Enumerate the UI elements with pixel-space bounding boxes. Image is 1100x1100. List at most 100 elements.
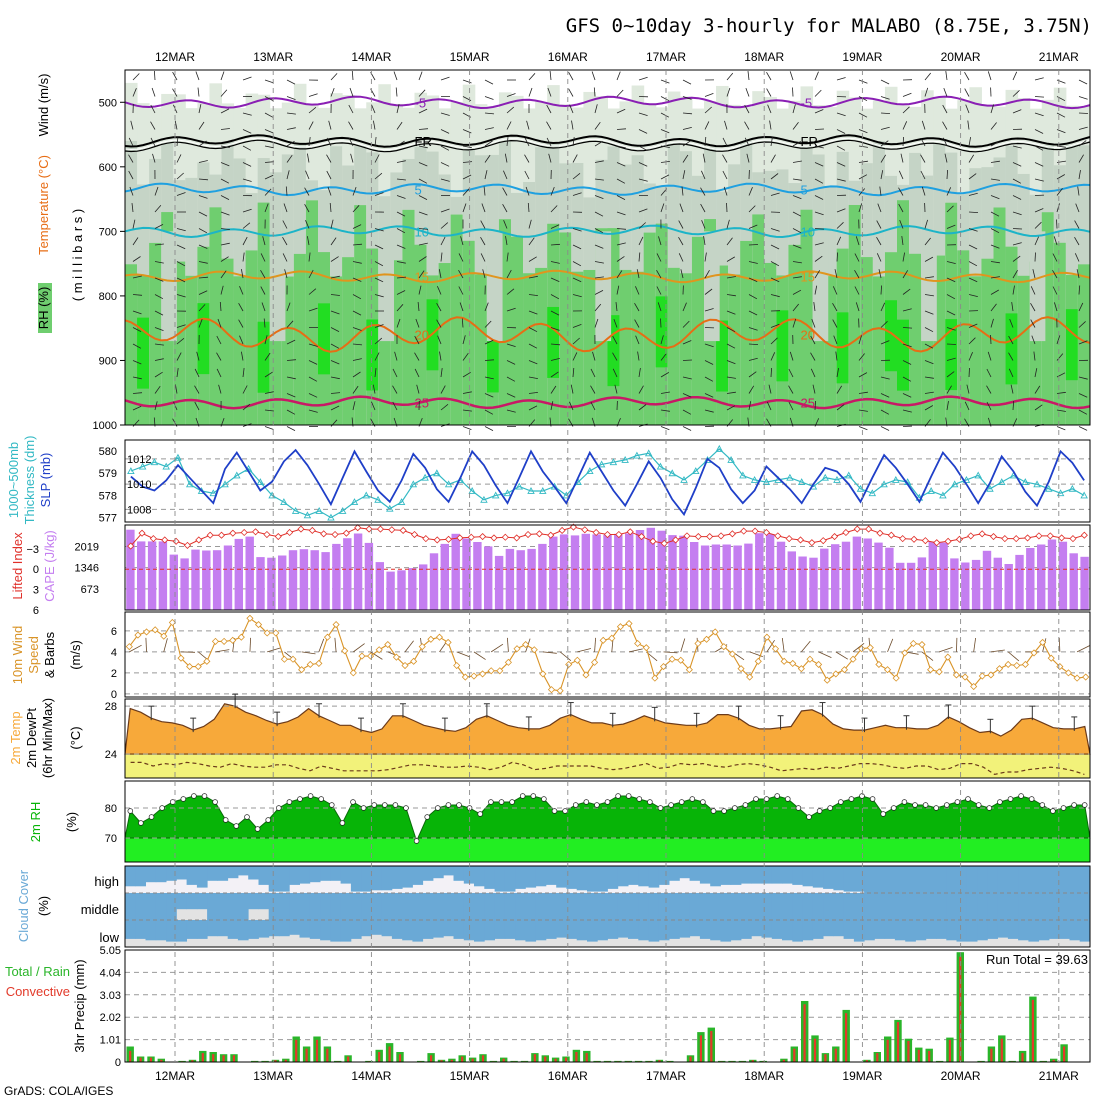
wind-barb [924, 237, 931, 246]
cloud-cell [535, 920, 547, 941]
date-label-bottom: 20MAR [941, 1069, 981, 1083]
rh-green-cell [559, 232, 572, 425]
wind-barb [396, 104, 400, 114]
cloud-cell [381, 920, 393, 937]
wind-barb [506, 269, 512, 279]
rh-bright-cell [776, 310, 789, 382]
rh-green-cell [643, 232, 657, 425]
cloud-cell [361, 893, 372, 920]
wind-barb [902, 270, 909, 279]
rh2m-point [307, 793, 314, 799]
cloud-cell [874, 866, 886, 893]
cloud-cell [227, 866, 239, 879]
rh-green-cell [981, 258, 994, 425]
wind-barb [418, 145, 428, 149]
date-label-bottom: 14MAR [351, 1069, 391, 1083]
cloud-cell [864, 866, 875, 893]
wind-barb [616, 145, 626, 149]
temp-label-minmax: (6hr Min/Max) [40, 698, 55, 778]
rh-green-cell [969, 276, 982, 425]
cloud-cell [689, 920, 701, 937]
li-tick-label: −3 [26, 544, 39, 556]
cloud-cell [176, 866, 187, 880]
wind-barb [285, 186, 288, 196]
cape-bar [353, 533, 363, 610]
wind-barb [286, 393, 296, 398]
wind-barb [681, 186, 684, 196]
cloud-cell [576, 920, 588, 941]
wind-speed-point [901, 649, 909, 657]
wind-speed-point [1013, 661, 1021, 670]
wind-barb [682, 127, 692, 130]
wind-speed-point [1004, 660, 1012, 669]
wind-barb [176, 261, 186, 267]
wind-speed-point [720, 643, 728, 651]
thickness-point [503, 489, 512, 497]
wind-barb [440, 222, 449, 229]
wind-speed-point [315, 659, 323, 667]
rh-green-cell [462, 240, 476, 425]
wind-barb [506, 393, 516, 398]
li-point [933, 539, 941, 547]
wind-barb-10m [628, 648, 643, 653]
wind-barb [154, 401, 158, 411]
cape-bar [191, 549, 200, 610]
wind-barb [946, 294, 956, 300]
precip-convective-bar [824, 1054, 827, 1062]
cloud-cell [699, 866, 711, 884]
wind-barb [326, 154, 332, 163]
cape-bar [137, 541, 146, 610]
wind-speed-point [504, 658, 512, 666]
cloud-cell [135, 893, 146, 920]
wind-speed-point [358, 652, 366, 660]
wind-speed-point [780, 657, 788, 665]
wind-barb [1053, 236, 1058, 246]
thickness-point [844, 471, 853, 479]
precip-convective-bar [201, 1053, 204, 1062]
rh2m-point [975, 802, 982, 808]
rh2m-point [912, 802, 918, 808]
wind-barb [264, 352, 271, 361]
wind-barb [154, 261, 164, 264]
wind-barb [660, 353, 667, 361]
cloud-cell [710, 866, 721, 887]
wind-barb [1034, 96, 1045, 98]
li-point [1069, 535, 1077, 543]
wind-barb [484, 376, 494, 380]
wind-speed-point [1082, 673, 1090, 681]
cape-panel-frame [124, 524, 1091, 611]
wind-barb [946, 310, 956, 316]
rh-green-cell [1017, 275, 1031, 425]
rh2m-point [127, 808, 134, 814]
wind-barb [902, 327, 913, 329]
cloud-cell [125, 866, 136, 887]
wind-barb [242, 76, 252, 81]
wind-barb [437, 286, 442, 295]
rh2m-point [763, 796, 770, 802]
wind-barb [638, 129, 648, 134]
rh-green-cell [909, 253, 922, 425]
wind-barb [373, 120, 376, 130]
cloud-cell [761, 893, 773, 920]
wind-barb [528, 376, 538, 379]
cloud-cell [1018, 893, 1029, 920]
wind-barb [660, 129, 670, 134]
wind-barb [638, 252, 641, 262]
rh-green-cell [402, 209, 415, 425]
thickness-point [174, 453, 182, 461]
thickness-point [750, 475, 759, 483]
cloud-cell [894, 893, 906, 920]
wind-barb [392, 368, 398, 378]
date-label-bottom: 12MAR [155, 1069, 195, 1083]
wind-barb [154, 310, 164, 316]
rh-bright-cell [197, 303, 210, 375]
wind-barb [704, 106, 712, 114]
wind-barb [329, 202, 332, 213]
wind-barb [348, 137, 354, 147]
thickness-point [621, 456, 629, 463]
upper-label-millibars: ( m i l l i b a r s ) [70, 209, 85, 301]
wind-barb [858, 96, 868, 102]
wind-barb [308, 393, 318, 398]
wind-barb [858, 391, 868, 394]
cloud-cell [689, 893, 701, 920]
